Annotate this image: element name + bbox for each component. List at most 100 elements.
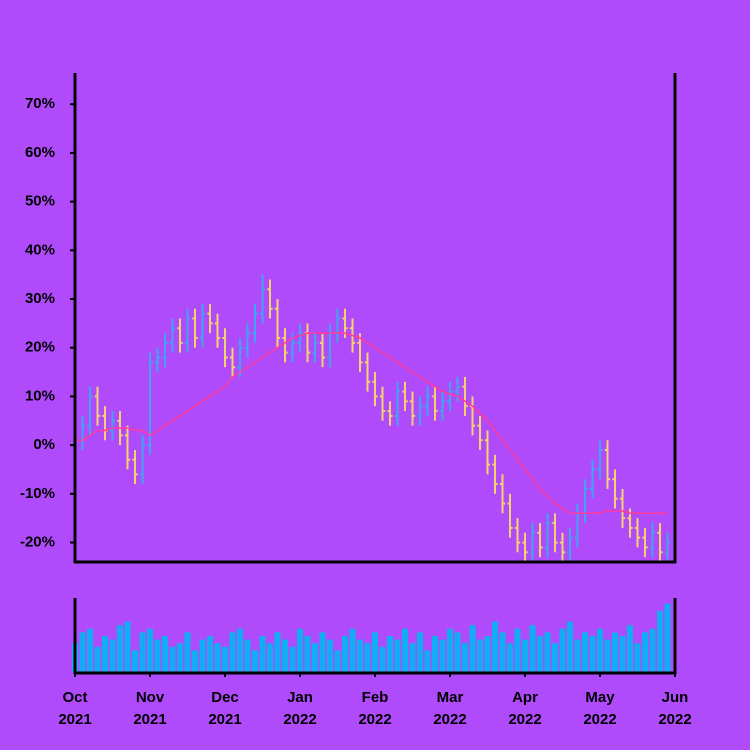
ohlc-bar	[199, 303, 206, 348]
volume-bar	[454, 632, 461, 672]
volume-bar	[469, 625, 476, 672]
volume-bar	[484, 636, 491, 672]
y-tick-label: 70%	[25, 95, 55, 112]
volume-bar	[372, 632, 378, 672]
volume-bar	[492, 621, 498, 672]
volume-bar	[304, 636, 311, 672]
ohlc-bar	[634, 518, 641, 548]
ohlc-bar	[537, 523, 543, 558]
ohlc-bar	[124, 425, 131, 470]
volume-bar	[544, 632, 551, 672]
volume-bar	[154, 639, 161, 672]
volume-bar	[124, 621, 131, 672]
volume-bar	[559, 628, 566, 672]
ohlc-bar	[222, 328, 228, 368]
volume-bar	[597, 628, 603, 672]
y-tick-label: -20%	[20, 533, 55, 550]
volume-bar	[199, 639, 206, 672]
volume-bar	[184, 632, 191, 672]
volume-bar	[222, 646, 228, 672]
x-tick-label: Dec 2021	[208, 689, 241, 728]
ohlc-bar	[507, 493, 513, 538]
ohlc-bar	[207, 303, 213, 334]
volume-bar	[634, 643, 641, 672]
ohlc-bar	[559, 532, 566, 562]
volume-bar	[462, 643, 468, 672]
volume-bar	[642, 632, 648, 672]
volume-bar	[447, 628, 453, 672]
ohlc-bar	[612, 469, 618, 509]
ohlc-bar	[387, 401, 393, 426]
volume-bar	[417, 632, 423, 672]
ohlc-bar	[169, 318, 176, 353]
ohlc-bar	[244, 323, 251, 358]
volume-bar	[387, 636, 393, 672]
volume-bar	[312, 643, 318, 672]
volume-bar	[282, 639, 288, 672]
volume-bar	[169, 646, 176, 672]
volume-bar	[664, 603, 671, 672]
x-tick-label: Jun 2022	[658, 689, 691, 728]
ohlc-bar	[132, 449, 138, 485]
ohlc-bar	[529, 523, 536, 562]
ohlc-bar	[259, 274, 266, 324]
ohlc-bar	[567, 527, 573, 562]
x-tick-label: May 2022	[583, 689, 616, 728]
volume-bar	[574, 639, 581, 672]
ohlc-bar	[439, 391, 446, 421]
volume-bar	[297, 628, 303, 672]
volume-bar	[162, 636, 168, 672]
volume-bar	[139, 632, 146, 672]
moving-average-line	[75, 332, 668, 515]
volume-bar	[657, 610, 663, 672]
volume-bar	[552, 643, 558, 672]
volume-bar	[409, 643, 416, 672]
ohlc-bar	[162, 333, 168, 368]
volume-bar	[334, 650, 341, 672]
ohlc-bar	[372, 372, 378, 407]
ohlc-bar	[657, 523, 663, 562]
ohlc-bar	[417, 396, 423, 426]
volume-bar	[529, 625, 536, 672]
volume-bar	[147, 628, 153, 672]
ohlc-bar	[139, 435, 146, 485]
volume-bar	[537, 636, 543, 672]
volume-bar	[424, 650, 431, 672]
volume-bar	[357, 639, 363, 672]
volume-bar	[267, 643, 273, 672]
ohlc-bar	[402, 381, 408, 412]
volume-bar	[394, 639, 401, 672]
ohlc-bar	[597, 440, 603, 480]
ohlc-bar	[177, 318, 183, 353]
ohlc-bar	[192, 308, 198, 348]
volume-bar	[514, 628, 521, 672]
volume-bar	[439, 639, 446, 672]
volume-bar	[477, 639, 483, 672]
ohlc-bar	[432, 386, 438, 421]
ohlc-bar	[237, 337, 243, 377]
volume-bar	[582, 632, 588, 672]
ohlc-bar	[649, 523, 656, 558]
y-tick-label: -10%	[20, 485, 55, 502]
x-tick-label: Nov 2021	[133, 689, 166, 728]
ohlc-bar	[109, 411, 116, 441]
volume-bar	[649, 628, 656, 672]
volume-bar	[619, 636, 626, 672]
ohlc-bar	[252, 303, 258, 343]
volume-bar	[259, 636, 266, 672]
volume-bar	[432, 636, 438, 672]
volume-bar	[79, 632, 86, 672]
ohlc-bar	[282, 328, 288, 363]
volume-bar	[229, 632, 236, 672]
volume-bar	[207, 636, 213, 672]
volume-bar	[342, 636, 348, 672]
ohlc-bar	[514, 518, 521, 553]
y-tick-label: 10%	[25, 387, 55, 404]
volume-bar	[327, 639, 333, 672]
ohlc-bar	[379, 386, 386, 421]
ohlc-bar	[499, 474, 506, 514]
ohlc-bar	[642, 527, 648, 558]
volume-bar	[499, 632, 506, 672]
